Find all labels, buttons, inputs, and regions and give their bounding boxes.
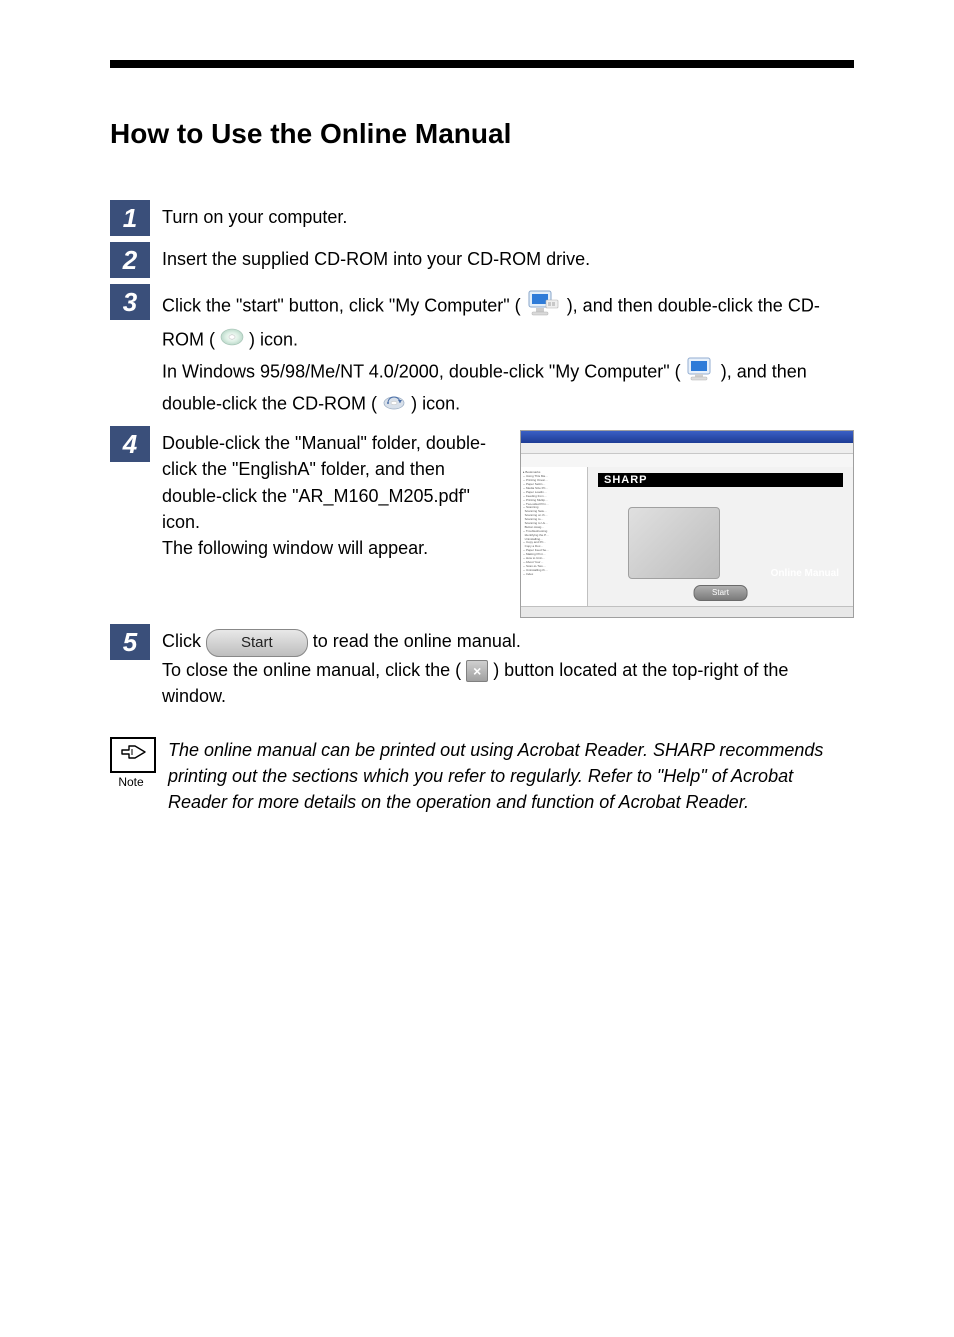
bookmarks-sidebar: ▸ Bookmarks ─ Using This Ma… ─ Printing … xyxy=(521,467,588,607)
cd-icon xyxy=(220,325,244,356)
step-number: 2 xyxy=(110,242,150,278)
step-1: 1 Turn on your computer. xyxy=(110,200,854,236)
printer-illustration xyxy=(628,507,720,579)
note-caption: Note xyxy=(110,775,152,789)
page-title: How to Use the Online Manual xyxy=(110,118,854,150)
window-status-bar xyxy=(521,606,853,617)
window-title-bar xyxy=(521,431,853,443)
header-rule xyxy=(110,60,854,68)
online-manual-window-screenshot: ▸ Bookmarks ─ Using This Ma… ─ Printing … xyxy=(520,430,854,618)
close-icon[interactable]: × xyxy=(466,660,488,682)
step-1-text: Turn on your computer. xyxy=(162,204,854,230)
step-2: 2 Insert the supplied CD-ROM into your C… xyxy=(110,242,854,278)
step-3-text-a: Click the "start" button, click "My Comp… xyxy=(162,295,521,315)
cd-icon-2 xyxy=(382,389,406,420)
online-manual-start-button: Start xyxy=(693,585,748,601)
online-manual-label: Online Manual xyxy=(771,567,839,582)
step-4: 4 Double-click the "Manual" folder, doub… xyxy=(110,426,854,618)
pointing-hand-icon xyxy=(119,742,147,767)
window-menu-bar xyxy=(521,443,853,454)
step-number: 5 xyxy=(110,624,150,660)
my-computer-icon xyxy=(526,288,562,325)
step-5-text-a: Click xyxy=(162,631,206,651)
step-number: 1 xyxy=(110,200,150,236)
note-block: Note The online manual can be printed ou… xyxy=(110,737,854,815)
sharp-brand-text: SHARP xyxy=(598,473,843,487)
step-3-text-c: ) icon. xyxy=(249,329,298,349)
step-2-text: Insert the supplied CD-ROM into your CD-… xyxy=(162,246,854,272)
step-3-text-f: ) icon. xyxy=(411,394,460,414)
step-4-text-a: Double-click the "Manual" folder, double… xyxy=(162,433,486,531)
step-5-text-c: To close the online manual, click the ( xyxy=(162,660,461,680)
step-3: 3 Click the "start" button, click "My Co… xyxy=(110,284,854,420)
start-button[interactable]: Start xyxy=(206,629,308,657)
step-number: 4 xyxy=(110,426,150,462)
step-4-text-b: The following window will appear. xyxy=(162,538,428,558)
step-5-text-b: to read the online manual. xyxy=(313,631,521,651)
step-5: 5 Click Start to read the online manual.… xyxy=(110,624,854,708)
note-icon xyxy=(110,737,156,773)
note-text: The online manual can be printed out usi… xyxy=(168,737,854,815)
step-3-text-d: In Windows 95/98/Me/NT 4.0/2000, double-… xyxy=(162,361,681,381)
monitor-icon xyxy=(686,356,716,389)
step-number: 3 xyxy=(110,284,150,320)
